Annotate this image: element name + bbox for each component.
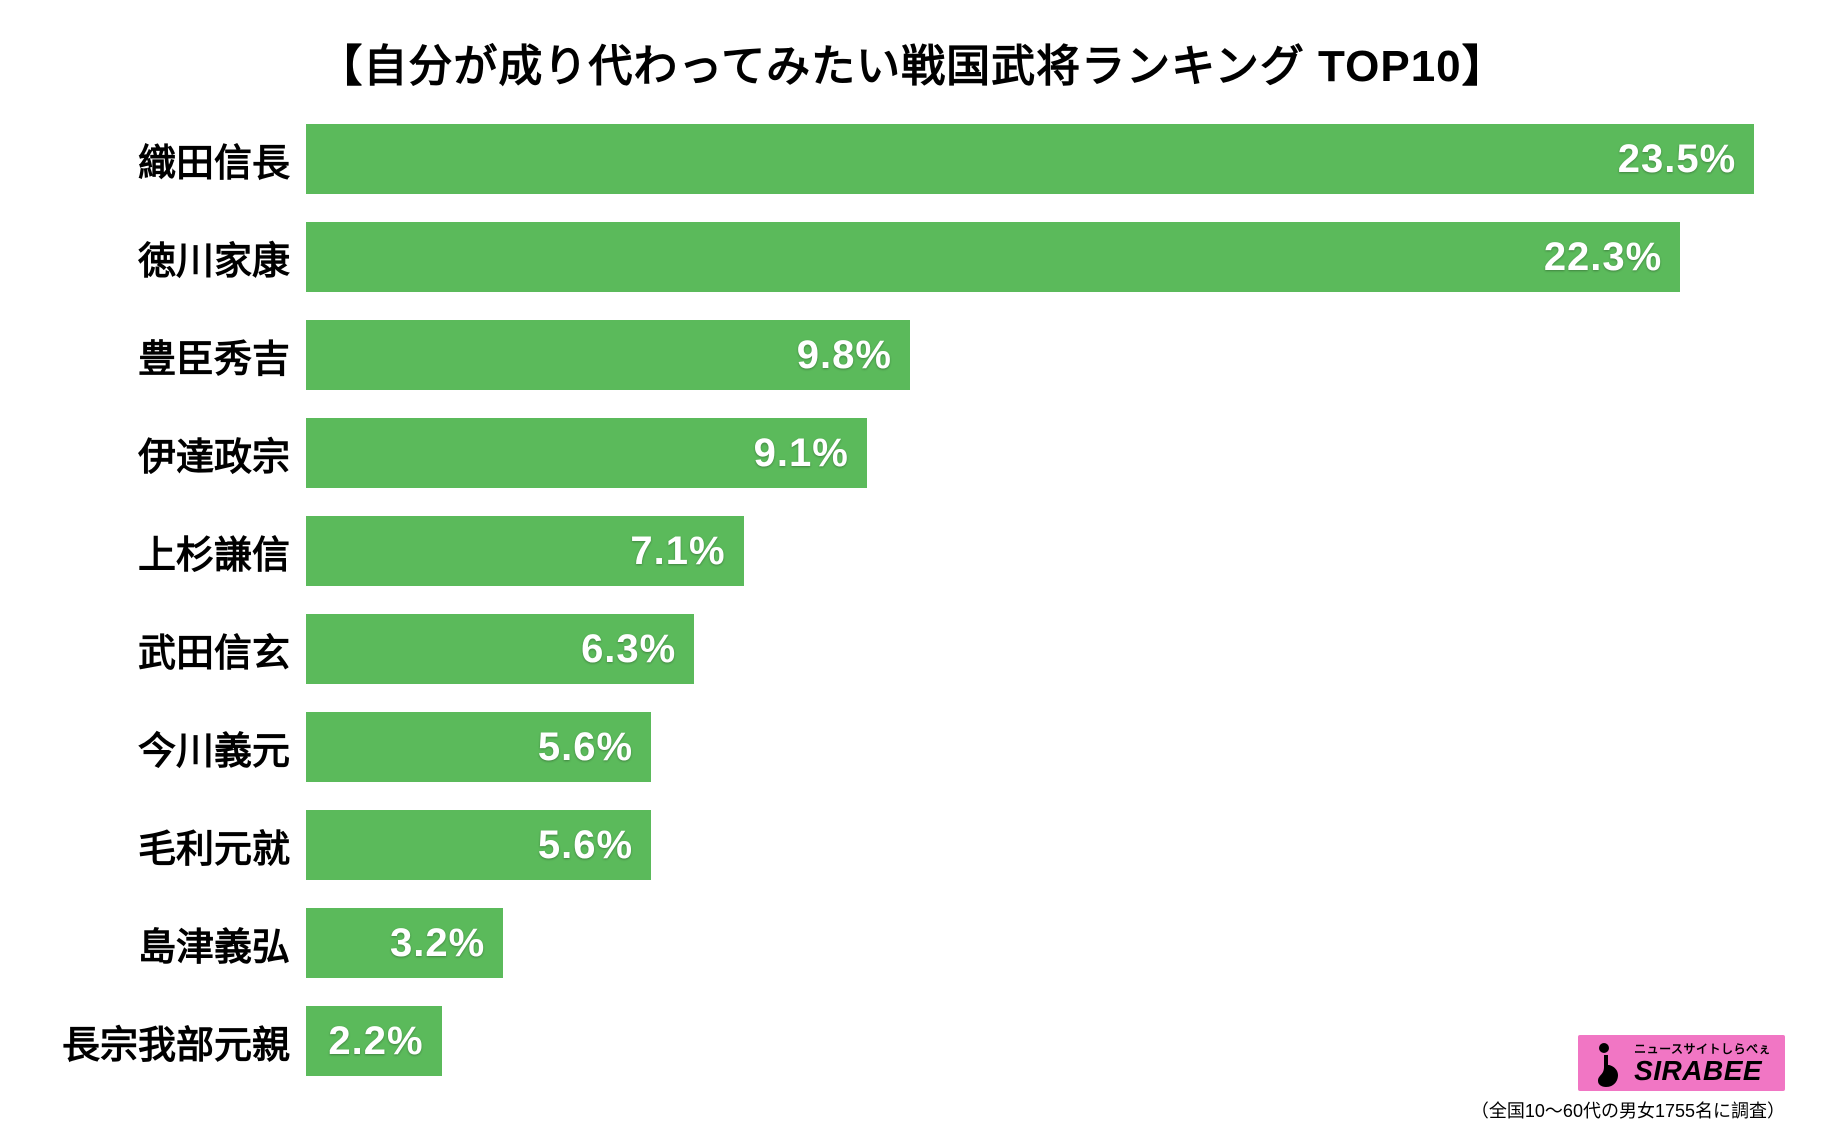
bar-row: 豊臣秀吉 9.8%	[40, 320, 1785, 390]
bar-value: 9.1%	[754, 431, 849, 476]
bar-row: 武田信玄 6.3%	[40, 614, 1785, 684]
bar: 2.2%	[306, 1006, 442, 1076]
bar: 6.3%	[306, 614, 694, 684]
bar-value: 9.8%	[797, 333, 892, 378]
bar: 9.1%	[306, 418, 867, 488]
bar-value: 6.3%	[581, 627, 676, 672]
bar-label: 徳川家康	[40, 230, 306, 285]
bar-value: 22.3%	[1544, 235, 1662, 280]
bar-value: 23.5%	[1618, 137, 1736, 182]
bar-row: 織田信長 23.5%	[40, 124, 1785, 194]
logo-subtitle: ニュースサイトしらべぇ	[1634, 1043, 1771, 1055]
bar-track: 23.5%	[306, 124, 1785, 194]
bar-row: 毛利元就 5.6%	[40, 810, 1785, 880]
bar-row: 伊達政宗 9.1%	[40, 418, 1785, 488]
bar: 9.8%	[306, 320, 910, 390]
bar-track: 5.6%	[306, 712, 1785, 782]
bar-track: 5.6%	[306, 810, 1785, 880]
bar: 5.6%	[306, 712, 651, 782]
bar: 22.3%	[306, 222, 1680, 292]
survey-caption: （全国10〜60代の男女1755名に調査）	[1471, 1097, 1785, 1123]
bar-track: 9.8%	[306, 320, 1785, 390]
bar: 23.5%	[306, 124, 1754, 194]
bar-track: 6.3%	[306, 614, 1785, 684]
chart-container: 【自分が成り代わってみたい戦国武将ランキング TOP10】 織田信長 23.5% 徳…	[0, 0, 1825, 1141]
bar: 3.2%	[306, 908, 503, 978]
chart-footer: ニュースサイトしらべぇ SIRABEE （全国10〜60代の男女1755名に調査…	[1471, 1035, 1785, 1123]
bar: 5.6%	[306, 810, 651, 880]
bar-value: 5.6%	[538, 725, 633, 770]
bar-label: 織田信長	[40, 132, 306, 187]
sirabee-mark-icon	[1588, 1041, 1628, 1087]
bar-label: 武田信玄	[40, 622, 306, 677]
bar-track: 9.1%	[306, 418, 1785, 488]
bar-rows: 織田信長 23.5% 徳川家康 22.3% 豊臣秀吉 9.8% 伊達政宗 9.1% 上杉謙信 7.…	[40, 124, 1785, 1076]
bar: 7.1%	[306, 516, 744, 586]
bar-label: 長宗我部元親	[40, 1014, 306, 1069]
bar-label: 今川義元	[40, 720, 306, 775]
bar-row: 今川義元 5.6%	[40, 712, 1785, 782]
bar-track: 7.1%	[306, 516, 1785, 586]
sirabee-logo: ニュースサイトしらべぇ SIRABEE	[1578, 1035, 1785, 1091]
chart-title: 【自分が成り代わってみたい戦国武将ランキング TOP10】	[40, 30, 1785, 94]
bar-value: 3.2%	[390, 921, 485, 966]
bar-value: 5.6%	[538, 823, 633, 868]
bar-label: 毛利元就	[40, 818, 306, 873]
bar-track: 3.2%	[306, 908, 1785, 978]
bar-value: 2.2%	[328, 1019, 423, 1064]
bar-label: 豊臣秀吉	[40, 328, 306, 383]
bar-row: 島津義弘 3.2%	[40, 908, 1785, 978]
logo-title: SIRABEE	[1634, 1057, 1762, 1085]
bar-label: 上杉謙信	[40, 524, 306, 579]
bar-track: 22.3%	[306, 222, 1785, 292]
bar-row: 上杉謙信 7.1%	[40, 516, 1785, 586]
bar-value: 7.1%	[630, 529, 725, 574]
sirabee-logo-text: ニュースサイトしらべぇ SIRABEE	[1634, 1043, 1771, 1085]
bar-row: 徳川家康 22.3%	[40, 222, 1785, 292]
bar-label: 島津義弘	[40, 916, 306, 971]
bar-label: 伊達政宗	[40, 426, 306, 481]
